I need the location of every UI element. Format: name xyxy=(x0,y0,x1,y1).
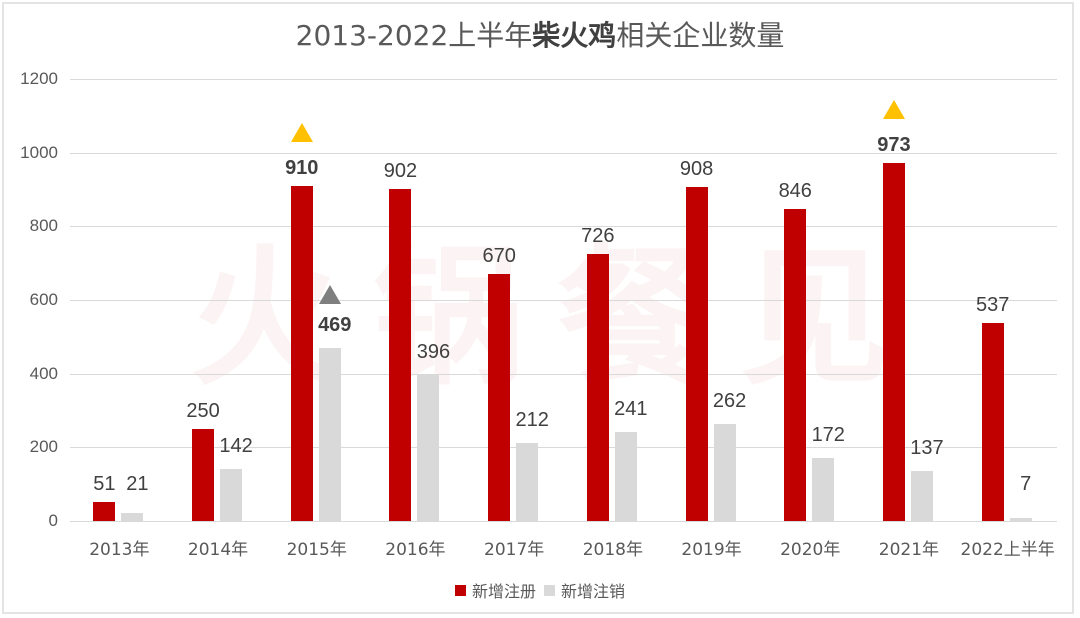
bar-cancelled xyxy=(910,470,933,521)
bar-cancelled xyxy=(417,375,440,521)
y-tick-label: 600 xyxy=(29,290,58,309)
bar-cancelled xyxy=(318,348,341,521)
data-label: 537 xyxy=(975,294,1010,317)
gridline xyxy=(70,374,1057,375)
bar-registered xyxy=(981,323,1004,521)
y-tick-label: 800 xyxy=(29,216,58,235)
y-tick-label: 200 xyxy=(29,437,58,456)
legend-item-registered: 新增注册 xyxy=(454,578,536,602)
y-tick-label: 400 xyxy=(29,364,58,383)
x-tick-label: 2019年 xyxy=(681,540,742,560)
data-label: 670 xyxy=(482,245,516,268)
x-tick-label: 2022上半年 xyxy=(960,540,1055,560)
legend-item-cancelled: 新增注销 xyxy=(544,578,625,602)
bar-registered xyxy=(882,162,905,521)
bar-registered xyxy=(192,428,215,521)
data-label: 973 xyxy=(877,133,911,156)
bar-registered xyxy=(389,188,412,521)
bar-registered xyxy=(784,209,807,521)
gridline xyxy=(70,79,1057,80)
triangle-marker-icon xyxy=(290,122,313,142)
bar-cancelled xyxy=(812,457,835,521)
bar-cancelled xyxy=(614,432,637,521)
data-label: 137 xyxy=(910,436,944,459)
data-label: 908 xyxy=(679,157,714,180)
bar-cancelled xyxy=(1009,518,1032,521)
gridline xyxy=(70,521,1057,522)
bar-cancelled xyxy=(121,513,144,521)
bar-registered xyxy=(488,274,511,521)
data-label: 142 xyxy=(219,434,253,457)
gridline xyxy=(70,300,1057,301)
triangle-marker-icon xyxy=(318,285,341,305)
data-label: 250 xyxy=(186,399,220,422)
bar-cancelled xyxy=(220,468,243,521)
legend: 新增注册 新增注销 xyxy=(0,578,1080,602)
data-label: 910 xyxy=(285,156,319,179)
x-tick-label: 2013年 xyxy=(89,540,150,560)
data-label: 51 xyxy=(93,473,116,496)
data-label: 902 xyxy=(383,159,418,182)
bar-registered xyxy=(290,185,313,521)
gridline xyxy=(70,153,1057,154)
x-tick-label: 2016年 xyxy=(385,540,446,560)
data-label: 172 xyxy=(811,423,845,446)
bar-registered xyxy=(586,253,609,521)
gridline xyxy=(70,226,1057,227)
data-label: 396 xyxy=(416,341,451,364)
x-tick-label: 2014年 xyxy=(187,540,249,560)
x-tick-label: 2017年 xyxy=(484,540,545,560)
data-label: 21 xyxy=(126,473,149,495)
data-label: 262 xyxy=(712,390,747,413)
triangle-marker-icon xyxy=(882,99,905,119)
bar-registered xyxy=(93,502,116,521)
data-label: 846 xyxy=(778,180,812,203)
data-label: 726 xyxy=(581,224,615,247)
y-tick-label: 1200 xyxy=(20,69,58,88)
y-tick-label: 1000 xyxy=(20,143,58,162)
bar-registered xyxy=(685,186,708,521)
chart-title: 2013-2022上半年柴火鸡相关企业数量 xyxy=(295,19,785,52)
legend-swatch-registered xyxy=(454,584,466,596)
x-tick-label: 2020年 xyxy=(780,540,841,560)
bar-cancelled xyxy=(516,442,539,521)
x-tick-label: 2018年 xyxy=(582,540,643,560)
data-label: 212 xyxy=(515,408,549,431)
data-label: 469 xyxy=(318,314,352,337)
legend-swatch-cancelled xyxy=(544,584,555,596)
data-label: 7 xyxy=(1020,473,1032,495)
gridline xyxy=(70,447,1057,448)
x-tick-label: 2021年 xyxy=(878,540,940,560)
bar-cancelled xyxy=(713,424,736,521)
y-tick-label: 0 xyxy=(48,511,58,530)
data-label: 241 xyxy=(614,398,648,421)
x-tick-label: 2015年 xyxy=(286,540,347,560)
